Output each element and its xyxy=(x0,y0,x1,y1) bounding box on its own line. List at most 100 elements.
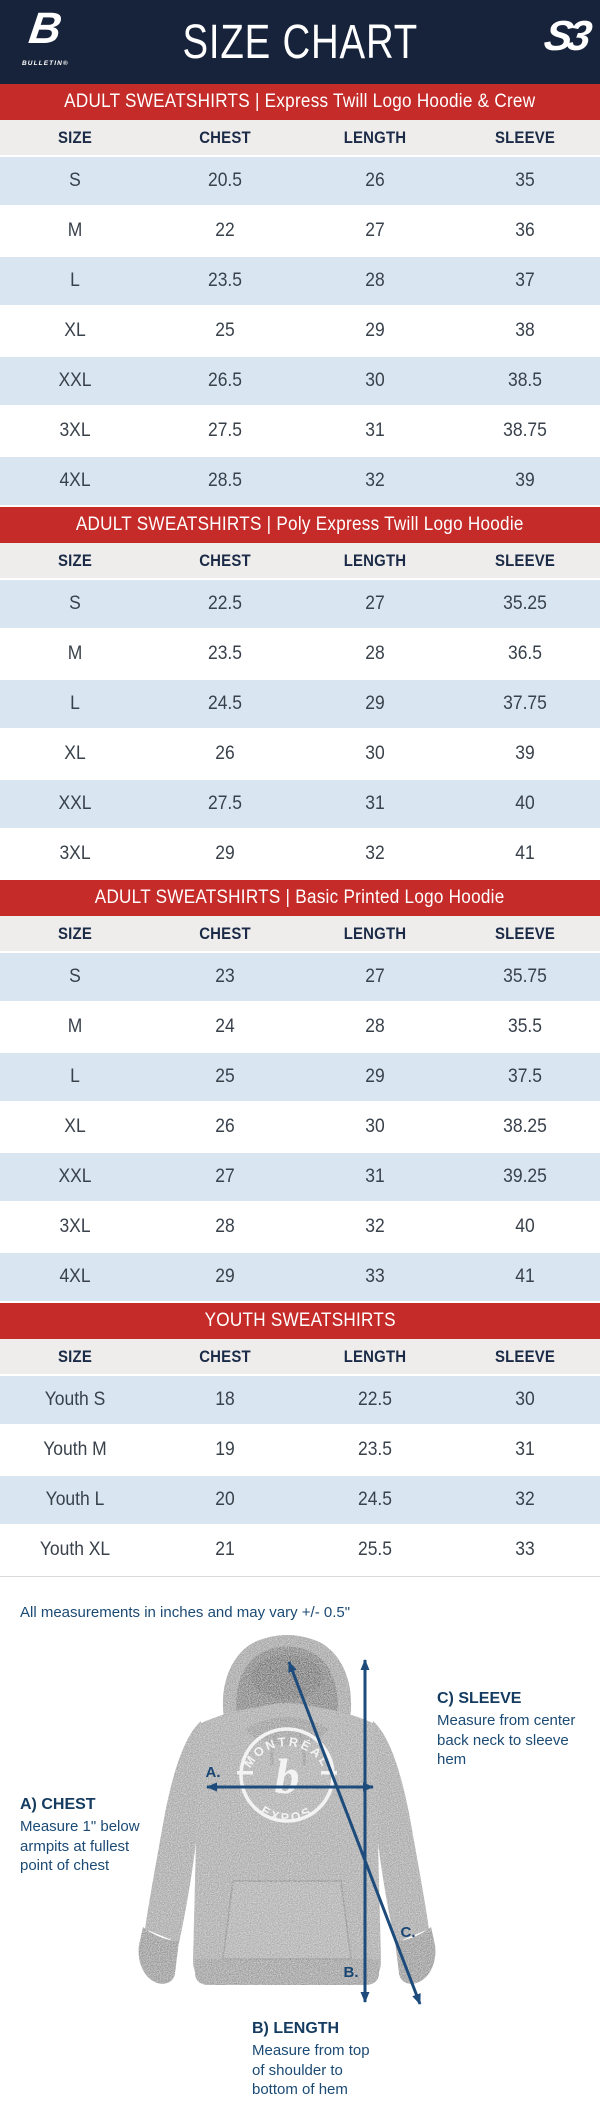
table-banner: ADULT SWEATSHIRTS | Poly Express Twill L… xyxy=(0,507,600,543)
table-row: L 23.5 28 37 xyxy=(0,257,600,307)
table-row: S 20.5 26 35 xyxy=(0,157,600,207)
chest-annotation-heading: A) CHEST xyxy=(20,1796,96,1813)
table-header-row: SIZE CHEST LENGTH SLEEVE xyxy=(0,120,600,157)
table-cell: 32 xyxy=(515,1489,535,1510)
table-row: S 23 27 35.75 xyxy=(0,953,600,1003)
table-row: M 24 28 35.5 xyxy=(0,1003,600,1053)
table-body: S 20.5 26 35 M 22 27 36 L 23.5 28 37 XL 25 29 38 XXL 26.5… xyxy=(0,157,600,507)
bulletin-logo-icon: B xyxy=(26,4,65,53)
table-cell: 35.25 xyxy=(503,593,547,614)
table-cell: 30 xyxy=(365,743,385,764)
table-banner: ADULT SWEATSHIRTS | Express Twill Logo H… xyxy=(0,84,600,120)
table-cell: 22.5 xyxy=(357,1389,393,1410)
table-banner-label: ADULT SWEATSHIRTS | Poly Express Twill L… xyxy=(76,514,524,535)
sleeve-annotation: C) SLEEVE Measure from center back neck … xyxy=(437,1689,599,1769)
table-cell: 22.5 xyxy=(207,593,243,614)
table-cell: 35.5 xyxy=(507,1016,543,1037)
length-arrow-label: B. xyxy=(344,1964,359,1981)
table-row: Youth S 18 22.5 30 xyxy=(0,1376,600,1426)
table-row: 3XL 27.5 31 38.75 xyxy=(0,407,600,457)
column-header: SIZE xyxy=(58,923,92,943)
table-cell: S xyxy=(69,170,81,191)
table-row: Youth XL 21 25.5 33 xyxy=(0,1526,600,1576)
column-header: SLEEVE xyxy=(494,127,556,147)
table-body: S 22.5 27 35.25 M 23.5 28 36.5 L 24.5 29 37.75 XL 26 3… xyxy=(0,580,600,880)
table-cell: 26.5 xyxy=(207,370,243,391)
size-tables: ADULT SWEATSHIRTS | Express Twill Logo H… xyxy=(0,84,600,1577)
table-cell: 18 xyxy=(215,1389,235,1410)
table-cell: 36 xyxy=(515,220,535,241)
column-header: SIZE xyxy=(58,550,92,570)
table-cell: 19 xyxy=(215,1439,235,1460)
length-annotation-line: bottom of hem xyxy=(252,2080,348,2098)
sleeve-annotation-heading: C) SLEEVE xyxy=(437,1690,522,1707)
table-cell: 23.5 xyxy=(207,643,243,664)
column-header: SLEEVE xyxy=(494,1346,556,1366)
column-header: CHEST xyxy=(199,127,251,147)
table-header-row: SIZE CHEST LENGTH SLEEVE xyxy=(0,916,600,953)
table-row: XL 26 30 39 xyxy=(0,730,600,780)
table-cell: 27 xyxy=(365,966,385,987)
table-cell: 23.5 xyxy=(357,1439,393,1460)
table-cell: 29 xyxy=(215,1266,235,1287)
chest-annotation-line: armpits at fullest xyxy=(20,1837,130,1855)
table-cell: 33 xyxy=(515,1539,535,1560)
table-cell: 35.75 xyxy=(503,966,547,987)
table-banner: ADULT SWEATSHIRTS | Basic Printed Logo H… xyxy=(0,880,600,916)
table-cell: 32 xyxy=(365,843,385,864)
table-cell: 33 xyxy=(365,1266,385,1287)
column-header: CHEST xyxy=(199,923,251,943)
table-banner: YOUTH SWEATSHIRTS xyxy=(0,1303,600,1339)
table-row: S 22.5 27 35.25 xyxy=(0,580,600,630)
table-cell: 24.5 xyxy=(357,1489,393,1510)
table-row: 3XL 29 32 41 xyxy=(0,830,600,880)
table-cell: 38.25 xyxy=(503,1116,547,1137)
column-header: SLEEVE xyxy=(494,923,556,943)
table-cell: 39 xyxy=(515,470,535,491)
size-table-section: ADULT SWEATSHIRTS | Express Twill Logo H… xyxy=(0,84,600,507)
table-row: XL 25 29 38 xyxy=(0,307,600,357)
column-header: LENGTH xyxy=(343,1346,407,1366)
table-cell: 3XL xyxy=(59,843,91,864)
table-cell: 37.5 xyxy=(507,1066,543,1087)
table-cell: 40 xyxy=(515,1216,535,1237)
table-row: XL 26 30 38.25 xyxy=(0,1103,600,1153)
table-cell: 30 xyxy=(515,1389,535,1410)
table-cell: M xyxy=(67,643,83,664)
sleeve-annotation-line: Measure from center xyxy=(437,1712,576,1730)
table-body: S 23 27 35.75 M 24 28 35.5 L 25 29 37.5 XL 26 30 38.25 X… xyxy=(0,953,600,1303)
hoodie-illustration: MONTRÉAL EXPOS b A. B. C. xyxy=(138,1635,436,2005)
table-cell: S xyxy=(69,593,81,614)
table-cell: 29 xyxy=(365,320,385,341)
table-banner-label: ADULT SWEATSHIRTS | Basic Printed Logo H… xyxy=(95,887,505,908)
sleeve-arrow-label: C. xyxy=(401,1924,416,1941)
table-cell: 27 xyxy=(365,220,385,241)
size-table-section: ADULT SWEATSHIRTS | Poly Express Twill L… xyxy=(0,507,600,880)
table-row: Youth L 20 24.5 32 xyxy=(0,1476,600,1526)
chest-arrow-label: A. xyxy=(206,1764,221,1781)
table-header-row: SIZE CHEST LENGTH SLEEVE xyxy=(0,543,600,580)
table-cell: 39 xyxy=(515,743,535,764)
table-cell: 32 xyxy=(365,1216,385,1237)
size-table-section: YOUTH SWEATSHIRTS SIZE CHEST LENGTH SLEEVE … xyxy=(0,1303,600,1576)
page-title: SIZE CHART xyxy=(182,15,418,69)
table-cell: M xyxy=(67,1016,83,1037)
measurement-note: All measurements in inches and may vary … xyxy=(20,1604,351,1621)
table-cell: 4XL xyxy=(59,1266,91,1287)
table-cell: 35 xyxy=(515,170,535,191)
logo-letter: b xyxy=(275,1748,300,1804)
table-cell: XL xyxy=(64,1116,86,1137)
table-cell: 28 xyxy=(365,270,385,291)
table-cell: 20.5 xyxy=(207,170,243,191)
table-cell: 28.5 xyxy=(207,470,243,491)
table-cell: 30 xyxy=(365,1116,385,1137)
table-cell: 31 xyxy=(365,1166,385,1187)
table-body: Youth S 18 22.5 30 Youth M 19 23.5 31 Youth L 20 2… xyxy=(0,1376,600,1576)
table-row: XXL 27.5 31 40 xyxy=(0,780,600,830)
table-header-row: SIZE CHEST LENGTH SLEEVE xyxy=(0,1339,600,1376)
table-cell: 38 xyxy=(515,320,535,341)
table-cell: 38.75 xyxy=(503,420,547,441)
table-row: XXL 27 31 39.25 xyxy=(0,1153,600,1203)
table-cell: 26 xyxy=(215,743,235,764)
table-cell: XXL xyxy=(58,1166,92,1187)
